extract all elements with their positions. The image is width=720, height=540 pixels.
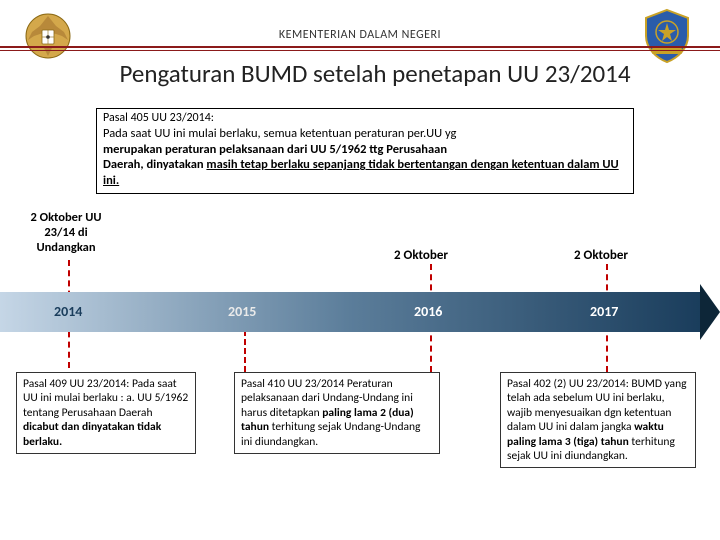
pasal-405-text-b: merupakan peraturan pelaksanaan dari UU …	[103, 142, 447, 157]
year-2016: 2016	[414, 303, 442, 320]
dash-2015	[244, 330, 246, 372]
note-pasal-402: Pasal 402 (2) UU 23/2014: BUMD yang tela…	[500, 372, 696, 468]
pasal-405-text-c: Daerah, dinyatakan	[103, 157, 206, 172]
page-title: Pengaturan BUMD setelah penetapan UU 23/…	[90, 60, 660, 89]
event-2014-label: 2 Oktober UU 23/14 di Undangkan	[18, 210, 114, 255]
event-2016-label: 2 Oktober	[394, 248, 448, 263]
arrow-head-icon	[700, 284, 720, 340]
note1-text-a: Pasal 409 UU 23/2014: Pada saat UU ini m…	[23, 377, 188, 420]
note-pasal-410: Pasal 410 UU 23/2014 Peraturan pelaksana…	[234, 372, 440, 454]
timeline-arrow: 2014 2015 2016 2017	[0, 292, 720, 332]
pasal-405-box: Pasal 405 UU 23/2014: Pada saat UU ini m…	[96, 108, 634, 194]
year-2017: 2017	[590, 303, 618, 320]
pasal-405-ref: Pasal 405 UU 23/2014:	[103, 111, 627, 126]
note1-text-b: dicabut dan dinyatakan tidak berlaku.	[23, 420, 161, 448]
header-divider	[0, 46, 720, 48]
year-2014: 2014	[54, 303, 82, 320]
pasal-405-text-a: Pada saat UU ini mulai berlaku, semua ke…	[103, 126, 456, 141]
year-2015: 2015	[228, 303, 256, 320]
note-pasal-409: Pasal 409 UU 23/2014: Pada saat UU ini m…	[16, 372, 196, 454]
ministry-header: KEMENTERIAN DALAM NEGERI	[0, 28, 720, 42]
event-2017-label: 2 Oktober	[574, 248, 628, 263]
